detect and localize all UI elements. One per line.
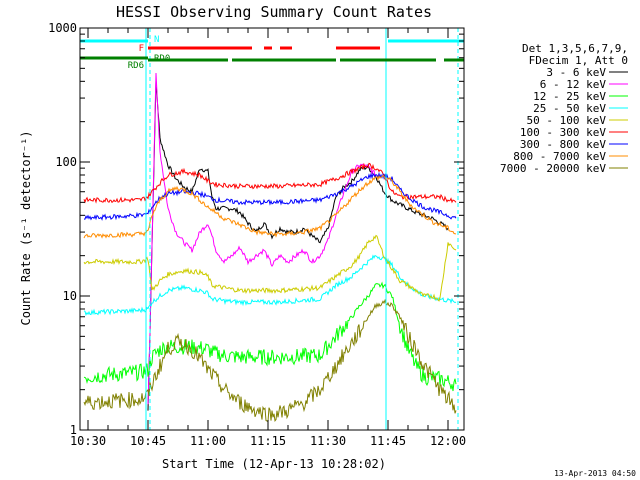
- y-axis-label: Count Rate (s⁻¹ detector⁻¹): [19, 130, 33, 325]
- x-tick-label-6: 11:45: [370, 434, 406, 448]
- vertical-markers: [145, 28, 459, 430]
- status-bar-label-rd6: RD6: [128, 61, 144, 71]
- legend-label-1: 3 - 6 keV: [546, 66, 606, 79]
- legend-label-3: 12 - 25 keV: [533, 90, 606, 103]
- y-tick-label-2: 10: [63, 289, 77, 303]
- plot-frame: [79, 27, 465, 431]
- status-bar-n-segment-1: [80, 39, 148, 43]
- legend-header-line-2: FDecim 1, Att 0: [529, 54, 628, 67]
- status-bars: NF RD0 RD6: [80, 35, 464, 71]
- x-tick-label-4: 11:15: [250, 434, 286, 448]
- status-bar-f-segment-3: [280, 46, 292, 50]
- legend-label-8: 800 - 7000 keV: [513, 150, 606, 163]
- legend-label-7: 300 - 800 keV: [520, 138, 606, 151]
- status-bar-n-segment-2: [388, 39, 464, 43]
- x-axis-label: Start Time (12-Apr-13 10:28:02): [162, 457, 386, 471]
- x-tick-label-7: 12:00: [430, 434, 466, 448]
- status-bar-label-n: N: [154, 35, 159, 45]
- status-bar-rd0-segment-3: [340, 58, 436, 62]
- status-bar-f-segment-1: [148, 46, 252, 50]
- chart-title: HESSI Observing Summary Count Rates: [116, 3, 432, 21]
- status-bar-f-segment-2: [264, 46, 272, 50]
- legend-header-line-1: Det 1,3,5,6,7,9,: [522, 42, 628, 55]
- x-tick-label-5: 11:30: [310, 434, 346, 448]
- status-bar-rd6-segment-1: [80, 56, 148, 60]
- legend-label-6: 100 - 300 keV: [520, 126, 606, 139]
- x-tick-label-1: 10:30: [70, 434, 106, 448]
- legend-label-9: 7000 - 20000 keV: [500, 162, 606, 175]
- status-bar-rd0-segment-1: [148, 58, 228, 62]
- status-bar-label-f: F: [139, 44, 144, 54]
- y-tick-label-3: 100: [55, 155, 77, 169]
- legend-label-4: 25 - 50 keV: [533, 102, 606, 115]
- timestamp-label: 13-Apr-2013 04:50: [554, 469, 636, 478]
- y-tick-label-4: 1000: [48, 21, 77, 35]
- y-tick-label-1: 1: [70, 423, 77, 437]
- x-tick-label-2: 10:45: [130, 434, 166, 448]
- axes: 1 10 100 1000 10:30 10:45 11:00 11:15 11:30 11:45…: [48, 21, 466, 448]
- series-line-1: [147, 80, 449, 411]
- status-bar-f-segment-4: [336, 46, 380, 50]
- legend-label-5: 50 - 100 keV: [527, 114, 607, 127]
- status-bar-rd0-segment-2: [232, 58, 336, 62]
- x-tick-label-3: 11:00: [190, 434, 226, 448]
- status-bar-label-rd0: RD0: [154, 54, 170, 64]
- series-line-2: [147, 72, 377, 405]
- legend-label-2: 6 - 12 keV: [540, 78, 607, 91]
- status-bar-rd0-segment-4: [444, 58, 464, 62]
